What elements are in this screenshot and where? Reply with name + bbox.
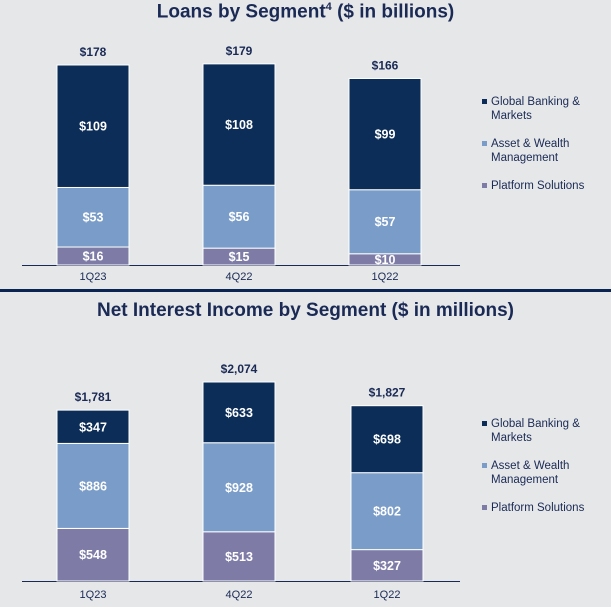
loans-segment-label: $16 — [83, 250, 104, 264]
nii-segment-label: $347 — [79, 420, 107, 434]
nii-bar-platform-solutions-4q22 — [202, 531, 276, 582]
legend-swatch — [482, 463, 487, 468]
legend-label: Asset & Wealth Management — [491, 138, 570, 164]
nii-segment-label: $886 — [79, 479, 107, 493]
loans-total-label: $179 — [226, 44, 253, 58]
loans-tick-label: 1Q23 — [80, 271, 107, 283]
legend-swatch — [482, 505, 487, 510]
loans-bar-global-banking-markets-1q22 — [348, 77, 422, 191]
loans-bar-global-banking-markets-4q22 — [202, 63, 276, 186]
nii-segment-label: $802 — [373, 505, 401, 519]
legend-item: Global Banking & Markets — [482, 417, 591, 445]
nii-bar-asset-wealth-management-1q22 — [350, 472, 424, 551]
loans-tick-label: 1Q22 — [372, 271, 399, 283]
loans-total-label: $166 — [372, 58, 399, 72]
nii-bar-global-banking-markets-1q23 — [56, 409, 130, 444]
nii-bar-asset-wealth-management-4q22 — [202, 442, 276, 533]
legend-swatch — [482, 421, 487, 426]
legend-label: Asset & Wealth Management — [491, 460, 570, 486]
nii-total-label: $1,781 — [75, 390, 112, 404]
nii-segment-label: $327 — [373, 559, 401, 573]
legend-swatch — [482, 141, 487, 146]
loans-segment-label: $15 — [229, 250, 250, 264]
nii-total-label: $1,827 — [369, 386, 406, 400]
loans-segment-label: $109 — [79, 120, 107, 134]
section-divider — [0, 289, 611, 292]
nii-chart-title: Net Interest Income by Segment ($ in mil… — [96, 300, 515, 321]
legend-swatch — [482, 99, 487, 104]
loans-segment-label: $57 — [375, 215, 396, 229]
nii-segment-label: $698 — [373, 433, 401, 447]
nii-segment-label: $548 — [79, 548, 107, 562]
legend-label: Global Banking & Markets — [491, 418, 580, 444]
legend-item: Global Banking & Markets — [482, 95, 591, 123]
legend-item: Asset & Wealth Management — [482, 459, 591, 487]
nii-tick-label: 1Q22 — [374, 589, 401, 601]
loans-bar-asset-wealth-management-1q22 — [348, 189, 422, 255]
nii-bar-global-banking-markets-1q22 — [350, 405, 424, 474]
nii-segment-label: $633 — [225, 406, 253, 420]
loans-total-label: $178 — [80, 45, 107, 59]
loans-segment-label: $56 — [229, 210, 250, 224]
legend-label: Global Banking & Markets — [491, 96, 580, 122]
legend-swatch — [482, 183, 487, 188]
nii-tick-label: 1Q23 — [80, 589, 107, 601]
loans-chart-title: Loans by Segment4 ($ in billions) — [156, 1, 455, 23]
nii-total-label: $2,074 — [221, 362, 258, 376]
nii-tick-label: 4Q22 — [226, 589, 253, 601]
nii-legend: Global Banking & Markets Asset & Wealth M… — [482, 417, 591, 529]
legend-item: Platform Solutions — [482, 179, 591, 193]
nii-bar-global-banking-markets-4q22 — [202, 381, 276, 444]
loans-segment-label: $53 — [83, 211, 104, 225]
legend-label: Platform Solutions — [491, 180, 585, 192]
legend-item: Platform Solutions — [482, 501, 591, 515]
nii-segment-label: $513 — [225, 550, 253, 564]
nii-bar-platform-solutions-1q22 — [350, 549, 424, 582]
legend-label: Platform Solutions — [491, 502, 585, 514]
nii-bar-asset-wealth-management-1q23 — [56, 442, 130, 529]
nii-segment-label: $928 — [225, 481, 253, 495]
legend-item: Asset & Wealth Management — [482, 137, 591, 165]
loans-segment-label: $99 — [375, 128, 396, 142]
footnote-marker: 4 — [325, 1, 332, 13]
loans-bar-asset-wealth-management-1q23 — [56, 186, 130, 248]
loans-segment-label: $10 — [375, 253, 396, 267]
loans-bar-asset-wealth-management-4q22 — [202, 184, 276, 249]
loans-legend: Global Banking & Markets Asset & Wealth M… — [482, 95, 591, 207]
loans-segment-label: $108 — [225, 118, 253, 132]
loans-tick-label: 4Q22 — [226, 271, 253, 283]
loans-bar-global-banking-markets-1q23 — [56, 64, 130, 188]
